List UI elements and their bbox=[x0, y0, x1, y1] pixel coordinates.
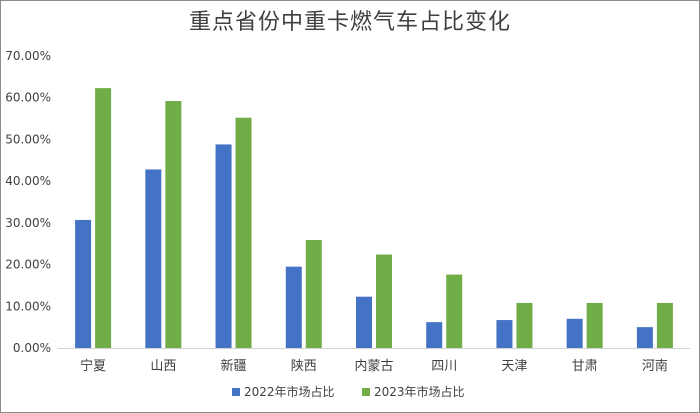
x-tick-label: 四川 bbox=[431, 359, 457, 374]
bar-series-2-6 bbox=[516, 302, 533, 348]
y-tick-label: 60.00% bbox=[5, 91, 51, 105]
bar-series-1-2 bbox=[215, 144, 232, 348]
x-tick-label: 河南 bbox=[642, 358, 668, 374]
legend-swatch bbox=[362, 388, 370, 396]
bar-series-1-1 bbox=[145, 169, 162, 348]
bar-series-2-3 bbox=[305, 239, 322, 348]
bar-series-2-4 bbox=[376, 254, 392, 348]
chart-title: 重点省份中重卡燃气车占比变化 bbox=[188, 10, 511, 35]
bar-series-2-1 bbox=[165, 101, 182, 349]
legend-label: 2022年市场占比 bbox=[244, 384, 335, 399]
y-tick-label: 40.00% bbox=[5, 174, 51, 188]
bar-series-2-0 bbox=[95, 88, 112, 349]
bar-series-1-4 bbox=[356, 296, 372, 348]
y-tick-label: 0.00% bbox=[13, 341, 51, 355]
bar-series-1-6 bbox=[496, 320, 513, 348]
bar-series-1-3 bbox=[285, 266, 302, 348]
x-tick-label: 内蒙古 bbox=[354, 358, 393, 374]
bar-series-2-7 bbox=[586, 302, 603, 348]
x-tick-label: 宁夏 bbox=[80, 358, 106, 374]
legend-label: 2023年市场占比 bbox=[374, 384, 465, 399]
bar-series-2-2 bbox=[235, 117, 252, 348]
bar-series-2-5 bbox=[446, 274, 463, 348]
x-tick-label: 天津 bbox=[501, 359, 527, 374]
x-tick-label: 陕西 bbox=[291, 359, 317, 374]
y-tick-label: 70.00% bbox=[5, 49, 51, 63]
bar-series-1-7 bbox=[566, 318, 583, 348]
x-tick-label: 新疆 bbox=[221, 358, 247, 374]
x-tick-label: 山西 bbox=[150, 359, 176, 374]
y-tick-label: 10.00% bbox=[5, 299, 51, 313]
y-tick-label: 20.00% bbox=[5, 258, 51, 272]
bar-series-1-5 bbox=[426, 322, 443, 348]
bar-series-2-8 bbox=[656, 302, 673, 348]
y-tick-label: 30.00% bbox=[5, 216, 51, 230]
bar-series-1-8 bbox=[636, 327, 653, 348]
legend-swatch bbox=[232, 388, 240, 396]
y-tick-label: 50.00% bbox=[5, 132, 51, 146]
bar-series-1-0 bbox=[75, 219, 92, 348]
x-tick-label: 甘肃 bbox=[572, 359, 598, 374]
